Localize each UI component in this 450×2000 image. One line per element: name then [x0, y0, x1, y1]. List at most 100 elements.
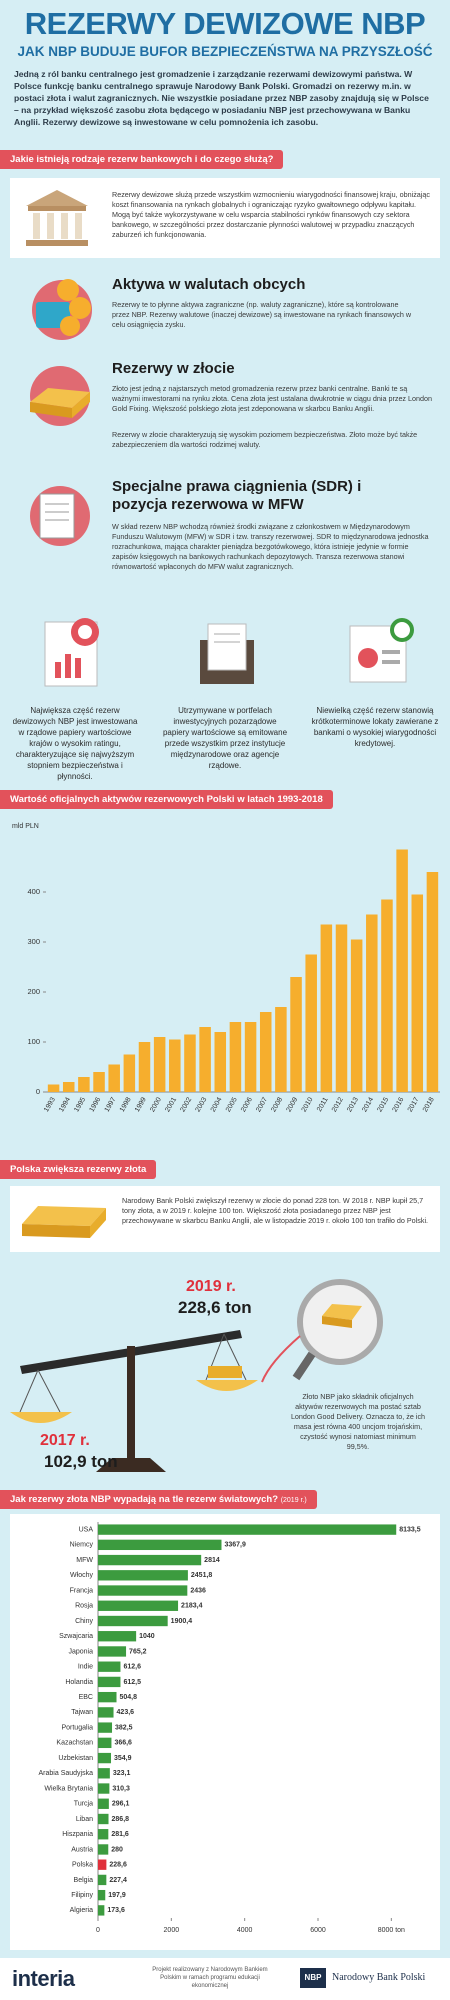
value-label: 281,6 — [111, 1831, 129, 1838]
bar — [98, 1889, 106, 1901]
x-tick-label: 1995 — [73, 1096, 87, 1113]
category-label: Indie — [78, 1664, 93, 1671]
category-label: Francja — [70, 1587, 93, 1594]
category-label: USA — [79, 1526, 94, 1533]
x-tick-label: 2000 — [164, 1927, 180, 1934]
bar — [320, 924, 333, 1092]
nbp-name: Narodowy Bank Polski — [332, 1972, 426, 1983]
x-tick-label: 2005 — [225, 1096, 239, 1113]
item-text: W skład rezerw NBP wchodzą również środk… — [112, 522, 429, 571]
chart-subtitle: (2019 r.) — [280, 1497, 307, 1504]
value-label: 612,6 — [123, 1664, 141, 1671]
value-label: 2814 — [204, 1557, 220, 1564]
value-label: 228,6 — [109, 1862, 127, 1869]
category-label: Holandia — [65, 1679, 93, 1686]
value-label: 354,9 — [114, 1755, 132, 1762]
x-tick-label: 2013 — [346, 1096, 360, 1113]
gold-world-chart: 0 2000 4000 6000 8000 ton USA 8133,5 Niemcy 3367… — [39, 1522, 421, 1934]
title: REZERWY DEWIZOWE NBP — [24, 6, 426, 41]
x-tick-label: 2004 — [210, 1096, 224, 1113]
investment-text: Największa część rezerw dewizowych NBP j… — [12, 706, 138, 781]
bar — [108, 1064, 120, 1092]
bar — [199, 1027, 211, 1092]
bar — [98, 1539, 222, 1551]
bar — [305, 954, 317, 1092]
x-tick-label: 2012 — [331, 1096, 345, 1113]
item-text: Rezerwy te to płynne aktywa zagraniczne … — [112, 300, 412, 329]
item-text: Złoto jest jedną z najstarszych metod gr… — [112, 384, 433, 413]
value-label: 366,6 — [114, 1740, 132, 1747]
category-label: Arabia Saudyjska — [39, 1770, 94, 1777]
value-label: 2436 — [190, 1587, 206, 1594]
bar — [426, 872, 439, 1092]
bar — [98, 1661, 121, 1672]
bar — [98, 1829, 109, 1840]
bar — [78, 1077, 90, 1092]
y-tick-label: 0 — [36, 1087, 40, 1096]
footer: interia Projekt realizowany z Narodowym … — [0, 1958, 450, 2000]
category-label: Japonia — [68, 1648, 93, 1655]
category-label: EBC — [79, 1694, 93, 1701]
bar — [98, 1615, 168, 1627]
intro-box-text: Rezerwy dewizowe służą przede wszystkim … — [112, 190, 430, 239]
section-heading: Jakie istnieją rodzaje rezerw bankowych … — [0, 150, 284, 169]
bar — [47, 1084, 60, 1092]
value-label: 382,5 — [115, 1724, 133, 1731]
x-tick-label: 1998 — [119, 1096, 133, 1113]
y-tick-label: 200 — [27, 987, 40, 996]
bar — [98, 1646, 127, 1657]
category-label: Portugalia — [61, 1724, 93, 1731]
chart-heading: Jak rezerwy złota NBP wypadają na tle re… — [0, 1490, 317, 1509]
value-label: 504,8 — [120, 1694, 138, 1701]
x-tick-label: 2015 — [376, 1096, 390, 1113]
bar — [275, 1007, 287, 1092]
bar — [123, 1054, 136, 1092]
category-label: Kazachstan — [56, 1740, 93, 1747]
value-label: 280 — [111, 1846, 123, 1853]
bar — [98, 1768, 110, 1779]
value-label: 423,6 — [117, 1709, 135, 1716]
scale-illustration — [10, 1279, 383, 1472]
x-tick-label: 8000 ton — [378, 1927, 405, 1934]
bar — [98, 1798, 109, 1809]
value-label: 3367,9 — [224, 1542, 246, 1549]
x-tick-label: 1997 — [104, 1096, 118, 1113]
y-axis-label: mld PLN — [12, 823, 39, 830]
bar — [411, 894, 424, 1092]
y-tick-label: 100 — [27, 1037, 40, 1046]
value-label: 296,1 — [112, 1801, 130, 1808]
category-label: Wielka Brytania — [44, 1785, 93, 1792]
x-tick-label: 2002 — [179, 1096, 193, 1113]
bar — [350, 939, 363, 1092]
value-label: 765,2 — [129, 1648, 147, 1655]
tons-2017: 102,9 ton — [44, 1452, 118, 1471]
value-label: 173,6 — [107, 1907, 125, 1914]
bar — [98, 1585, 188, 1596]
reserves-chart: mld PLN 0 100 200 300 400 1993 1994 1995 1996 1997… — [12, 823, 440, 1113]
x-tick-label: 2009 — [286, 1096, 300, 1113]
x-tick-label: 2017 — [407, 1096, 421, 1113]
bar — [98, 1554, 202, 1566]
item-text: Rezerwy w złocie charakteryzują się wyso… — [112, 430, 418, 449]
x-tick-label: 1996 — [89, 1096, 103, 1113]
x-tick-label: 2003 — [195, 1096, 209, 1113]
x-tick-label: 2016 — [392, 1096, 406, 1113]
value-label: 1040 — [139, 1633, 155, 1640]
tons-2019: 228,6 ton — [178, 1298, 252, 1317]
item-title: Aktywa w walutach obcych — [112, 276, 306, 293]
x-tick-label: 1994 — [58, 1096, 72, 1113]
bar — [98, 1524, 397, 1535]
chart-title: Jak rezerwy złota NBP wypadają na tle re… — [10, 1494, 279, 1505]
gold-note: Złoto NBP jako składnik oficjalnych akty… — [290, 1392, 426, 1451]
x-tick-label: 2006 — [240, 1096, 254, 1113]
x-tick-label: 6000 — [310, 1927, 326, 1934]
bar — [290, 977, 302, 1092]
category-label: Turcja — [74, 1801, 93, 1808]
intro: Jedną z ról banku centralnego jest groma… — [14, 69, 429, 127]
x-tick-label: 2001 — [164, 1096, 178, 1113]
year-2017: 2017 r. — [40, 1432, 90, 1449]
bar — [98, 1813, 109, 1825]
bar — [98, 1722, 113, 1733]
bar — [169, 1039, 181, 1092]
